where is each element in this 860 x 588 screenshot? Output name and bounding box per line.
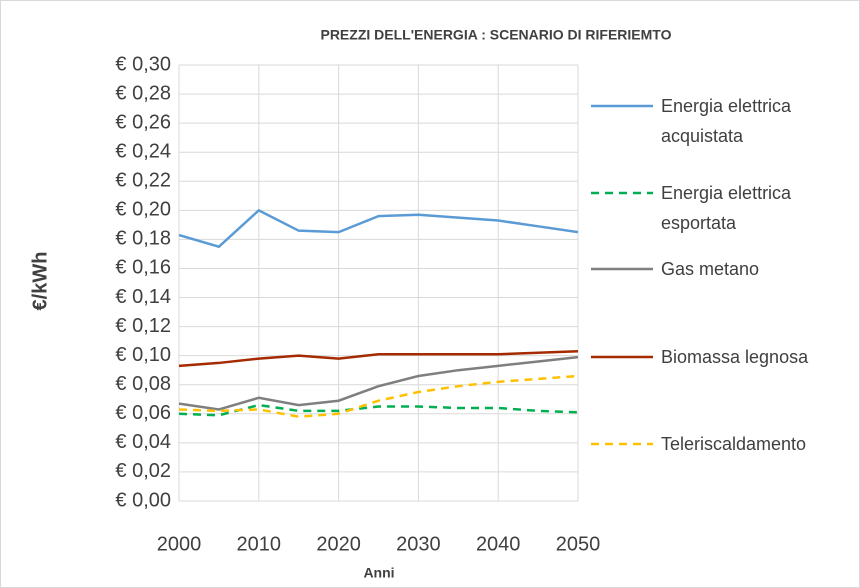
y-tick-label: € 0,16: [115, 257, 171, 279]
y-tick-label: € 0,02: [115, 460, 171, 482]
y-tick-label: € 0,14: [115, 286, 171, 308]
legend-label: Gas metano: [661, 259, 760, 279]
legend-label: Teleriscaldamento: [661, 434, 807, 454]
x-tick-label: 2040: [476, 533, 521, 555]
y-tick-label: € 0,30: [115, 53, 171, 75]
legend-label: Energia elettrica esportata: [661, 183, 792, 233]
series-line: [178, 208, 579, 249]
y-tick-label: € 0,22: [115, 170, 171, 192]
x-tick-label: 2050: [556, 533, 601, 555]
y-tick-label: € 0,00: [115, 489, 171, 511]
y-tick-label: € 0,24: [115, 140, 171, 162]
x-tick-label: 2020: [316, 533, 361, 555]
y-tick-label: € 0,10: [115, 344, 171, 366]
y-tick-label: € 0,20: [115, 199, 171, 221]
legend-label: Energia elettrica acquistata: [661, 96, 792, 146]
x-tick-label: 2010: [237, 533, 282, 555]
series-line: [178, 355, 579, 411]
series-line: [178, 374, 579, 418]
series-line: [178, 403, 579, 417]
y-tick-label: € 0,08: [115, 373, 171, 395]
y-axis-label: €/kWh: [29, 252, 51, 311]
chart-title: PREZZI DELL'ENERGIA : SCENARIO DI RIFERI…: [320, 27, 671, 43]
x-axis-label: Anni: [363, 565, 394, 581]
series-line: [178, 350, 579, 368]
y-tick-label: € 0,04: [115, 431, 171, 453]
x-tick-label: 2030: [396, 533, 441, 555]
y-tick-label: € 0,12: [115, 315, 171, 337]
y-tick-label: € 0,28: [115, 82, 171, 104]
y-tick-label: € 0,18: [115, 228, 171, 250]
y-tick-label: € 0,26: [115, 111, 171, 133]
legend-label: Biomassa legnosa: [661, 347, 809, 367]
x-tick-label: 2000: [157, 533, 202, 555]
y-tick-label: € 0,06: [115, 402, 171, 424]
